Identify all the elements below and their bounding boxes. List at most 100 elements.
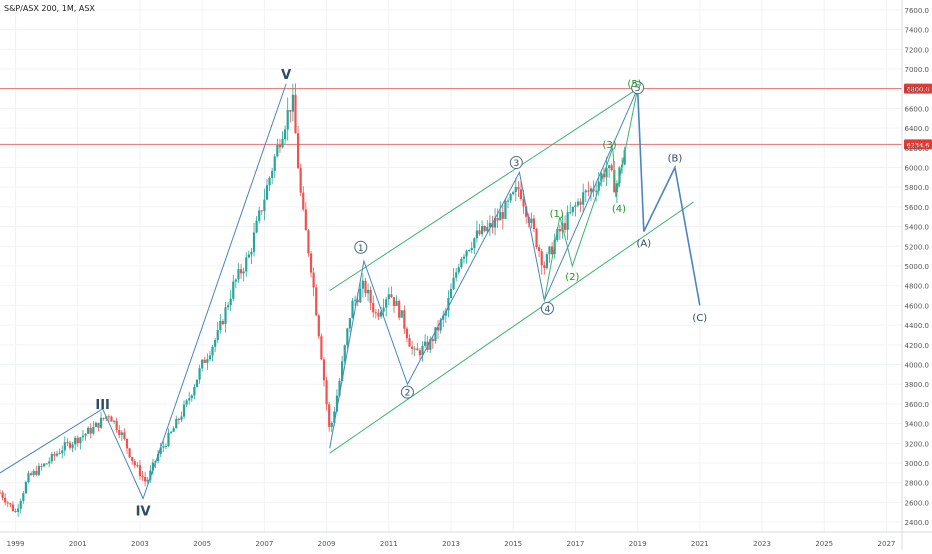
y-tick-label: 2400.0 bbox=[905, 519, 930, 527]
candle-body bbox=[17, 508, 20, 512]
candle-body bbox=[110, 416, 113, 422]
candle-body bbox=[48, 461, 51, 464]
candle-body bbox=[532, 218, 536, 230]
candle-body bbox=[333, 411, 336, 423]
candle-body bbox=[102, 417, 105, 419]
candle-body bbox=[582, 192, 585, 205]
candle-body bbox=[11, 504, 15, 511]
candle-body bbox=[504, 200, 507, 219]
candle-body bbox=[615, 183, 618, 193]
candle-body bbox=[449, 289, 453, 299]
candle-body bbox=[201, 359, 204, 369]
subwave-label: (5) bbox=[627, 79, 641, 90]
x-tick-label: 2003 bbox=[131, 540, 149, 548]
price-level-label: 6800.0 bbox=[907, 86, 930, 94]
candle-body bbox=[322, 359, 326, 381]
wave-circle-marker bbox=[400, 385, 414, 399]
y-tick-label: 6800.0 bbox=[905, 86, 930, 94]
candle-body bbox=[550, 246, 554, 255]
candle-body bbox=[366, 289, 370, 294]
candle-body bbox=[499, 212, 502, 221]
candle-body bbox=[411, 346, 414, 349]
candle-body bbox=[226, 305, 230, 308]
candle-body bbox=[343, 345, 346, 362]
x-tick-label: 2009 bbox=[318, 540, 336, 548]
candle-body bbox=[452, 277, 455, 290]
y-tick-label: 4200.0 bbox=[905, 342, 930, 350]
wave-label: 3 bbox=[513, 159, 519, 169]
y-tick-label: 5400.0 bbox=[905, 224, 930, 232]
projection-label: (B) bbox=[668, 154, 683, 165]
candle-body bbox=[359, 288, 362, 303]
candle-body bbox=[491, 222, 494, 228]
candle-body bbox=[455, 272, 458, 278]
candle-body bbox=[517, 187, 520, 190]
candle-body bbox=[252, 232, 256, 252]
candle-body bbox=[538, 247, 541, 252]
candle-body bbox=[416, 348, 419, 351]
candle-body bbox=[387, 294, 390, 300]
y-tick-label: 4800.0 bbox=[905, 283, 930, 291]
candle-body bbox=[408, 338, 411, 347]
intermediate-wave-line bbox=[329, 88, 639, 449]
candle-body bbox=[436, 327, 440, 331]
candle-body bbox=[470, 247, 473, 250]
candle-body bbox=[203, 359, 206, 363]
candle-body bbox=[19, 500, 22, 509]
candle-body bbox=[133, 461, 136, 466]
candle-body bbox=[519, 189, 523, 199]
subwave-label: (3) bbox=[603, 140, 617, 151]
wave-label: III bbox=[95, 398, 110, 413]
y-tick-label: 7400.0 bbox=[905, 27, 930, 35]
candle-body bbox=[457, 267, 460, 273]
candle-body bbox=[320, 336, 323, 360]
candle-body bbox=[128, 448, 131, 458]
candle-body bbox=[413, 348, 416, 350]
y-tick-label: 2800.0 bbox=[905, 480, 930, 488]
candle-body bbox=[475, 230, 479, 239]
candle-body bbox=[294, 94, 297, 134]
projection-label: (A) bbox=[637, 238, 652, 249]
candle-body bbox=[232, 281, 235, 299]
candle-body bbox=[182, 404, 186, 417]
candle-body bbox=[361, 280, 364, 289]
candle-body bbox=[328, 404, 331, 427]
candle-body bbox=[149, 470, 152, 480]
candle-body bbox=[548, 246, 551, 255]
candle-body bbox=[486, 227, 489, 232]
candle-body bbox=[146, 479, 149, 482]
candle-body bbox=[214, 339, 217, 347]
candle-body bbox=[421, 345, 424, 356]
candle-body bbox=[84, 433, 87, 436]
candle-body bbox=[258, 210, 261, 221]
candle-body bbox=[120, 432, 123, 436]
candle-body bbox=[14, 510, 17, 512]
minor-wave-line bbox=[543, 88, 639, 301]
wave-label: V bbox=[281, 68, 291, 83]
candle-body bbox=[81, 435, 85, 438]
candle-body bbox=[188, 398, 191, 401]
candle-body bbox=[372, 302, 375, 313]
candle-body bbox=[167, 432, 170, 446]
candle-body bbox=[385, 299, 388, 308]
candle-body bbox=[24, 482, 28, 494]
candle-body bbox=[22, 493, 25, 501]
projection-abc-line bbox=[636, 88, 701, 306]
candle-body bbox=[317, 315, 320, 337]
candle-body bbox=[478, 230, 481, 235]
candle-body bbox=[418, 350, 421, 356]
candle-body bbox=[501, 212, 504, 219]
candle-body bbox=[579, 201, 582, 205]
candle-body bbox=[439, 319, 442, 331]
price-level-tag bbox=[904, 139, 932, 150]
candle-body bbox=[255, 220, 258, 233]
candle-body bbox=[71, 444, 74, 448]
candle-body bbox=[247, 254, 250, 258]
candle-body bbox=[468, 249, 471, 251]
candle-body bbox=[496, 217, 499, 221]
wave-labels: III IV V 1 2 3 4 5 (1) (2) (3) (4) (5) (A) (B) (C) bbox=[95, 68, 707, 519]
candle-body bbox=[364, 280, 367, 294]
candle-body bbox=[610, 165, 613, 171]
